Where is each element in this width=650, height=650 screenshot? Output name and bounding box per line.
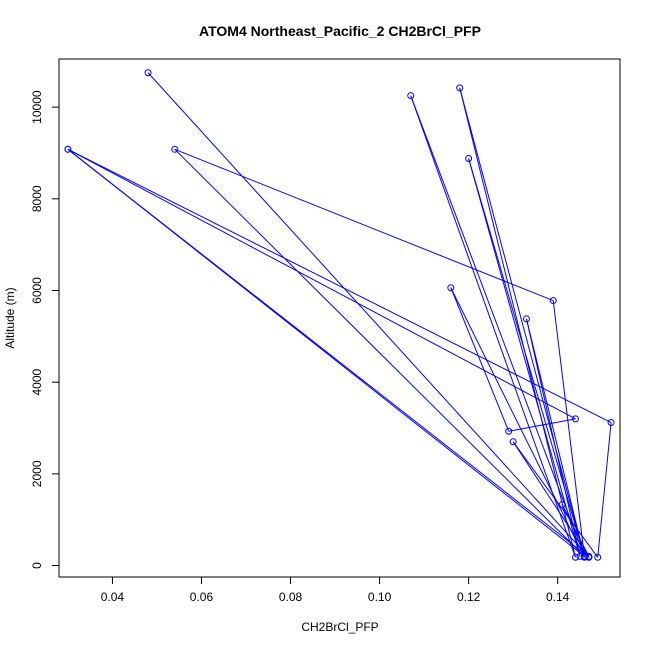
data-point bbox=[447, 284, 455, 292]
series-segment bbox=[561, 504, 590, 557]
series-segment bbox=[174, 148, 585, 557]
data-point bbox=[607, 419, 615, 427]
data-point bbox=[580, 553, 588, 561]
data-point bbox=[144, 69, 152, 77]
series-segment bbox=[526, 318, 581, 557]
series-segment bbox=[597, 422, 612, 558]
data-point bbox=[456, 84, 464, 92]
y-axis-label: Altitude (m) bbox=[3, 287, 17, 348]
series-segment bbox=[512, 441, 590, 558]
series-segment bbox=[526, 318, 585, 558]
series-segment bbox=[459, 87, 576, 558]
x-axis: 0.04 0.06 0.08 0.10 0.12 0.14 bbox=[101, 577, 570, 604]
x-tick-label: 0.08 bbox=[279, 590, 303, 604]
series-segment bbox=[67, 148, 585, 557]
series-segment bbox=[450, 287, 510, 432]
series-segment bbox=[459, 87, 585, 557]
data-point bbox=[571, 415, 579, 423]
series-points bbox=[64, 69, 615, 561]
series-segment bbox=[552, 300, 585, 557]
series-lines bbox=[67, 72, 612, 558]
series-segment bbox=[410, 95, 585, 557]
data-point bbox=[465, 154, 473, 162]
x-axis-label: CH2BrCl_PFP bbox=[301, 620, 378, 634]
y-tick-label: 6000 bbox=[30, 277, 44, 304]
series-segment bbox=[410, 95, 576, 558]
y-tick-label: 0 bbox=[30, 562, 44, 569]
data-point bbox=[571, 553, 579, 561]
series-segment bbox=[67, 148, 576, 420]
x-tick-label: 0.12 bbox=[457, 590, 481, 604]
plot-frame bbox=[58, 58, 621, 578]
chart-title: ATOM4 Northeast_Pacific_2 CH2BrCl_PFP bbox=[199, 23, 481, 39]
series-segment bbox=[67, 148, 612, 423]
x-tick-label: 0.04 bbox=[101, 590, 125, 604]
series-segment bbox=[147, 72, 590, 558]
data-point bbox=[64, 145, 72, 153]
series-segment bbox=[512, 441, 599, 558]
y-tick-label: 8000 bbox=[30, 185, 44, 212]
y-tick-label: 10000 bbox=[30, 90, 44, 124]
data-point bbox=[558, 501, 566, 509]
x-tick-label: 0.14 bbox=[546, 590, 570, 604]
y-tick-label: 4000 bbox=[30, 369, 44, 396]
data-point bbox=[594, 553, 602, 561]
y-axis: 0 2000 4000 6000 8000 10000 bbox=[30, 90, 59, 569]
series-segment bbox=[508, 418, 576, 432]
data-point bbox=[505, 427, 513, 435]
x-tick-label: 0.10 bbox=[368, 590, 392, 604]
series-segment bbox=[468, 158, 585, 557]
data-point bbox=[509, 438, 517, 446]
data-point bbox=[576, 552, 584, 560]
data-point bbox=[523, 315, 530, 323]
data-point bbox=[407, 92, 415, 100]
data-point bbox=[549, 297, 557, 305]
data-point bbox=[585, 552, 593, 560]
y-tick-label: 2000 bbox=[30, 460, 44, 487]
series-segment bbox=[468, 158, 581, 557]
data-point bbox=[171, 145, 179, 153]
series-segment bbox=[174, 148, 554, 302]
series-segment bbox=[450, 287, 585, 558]
x-tick-label: 0.06 bbox=[190, 590, 214, 604]
